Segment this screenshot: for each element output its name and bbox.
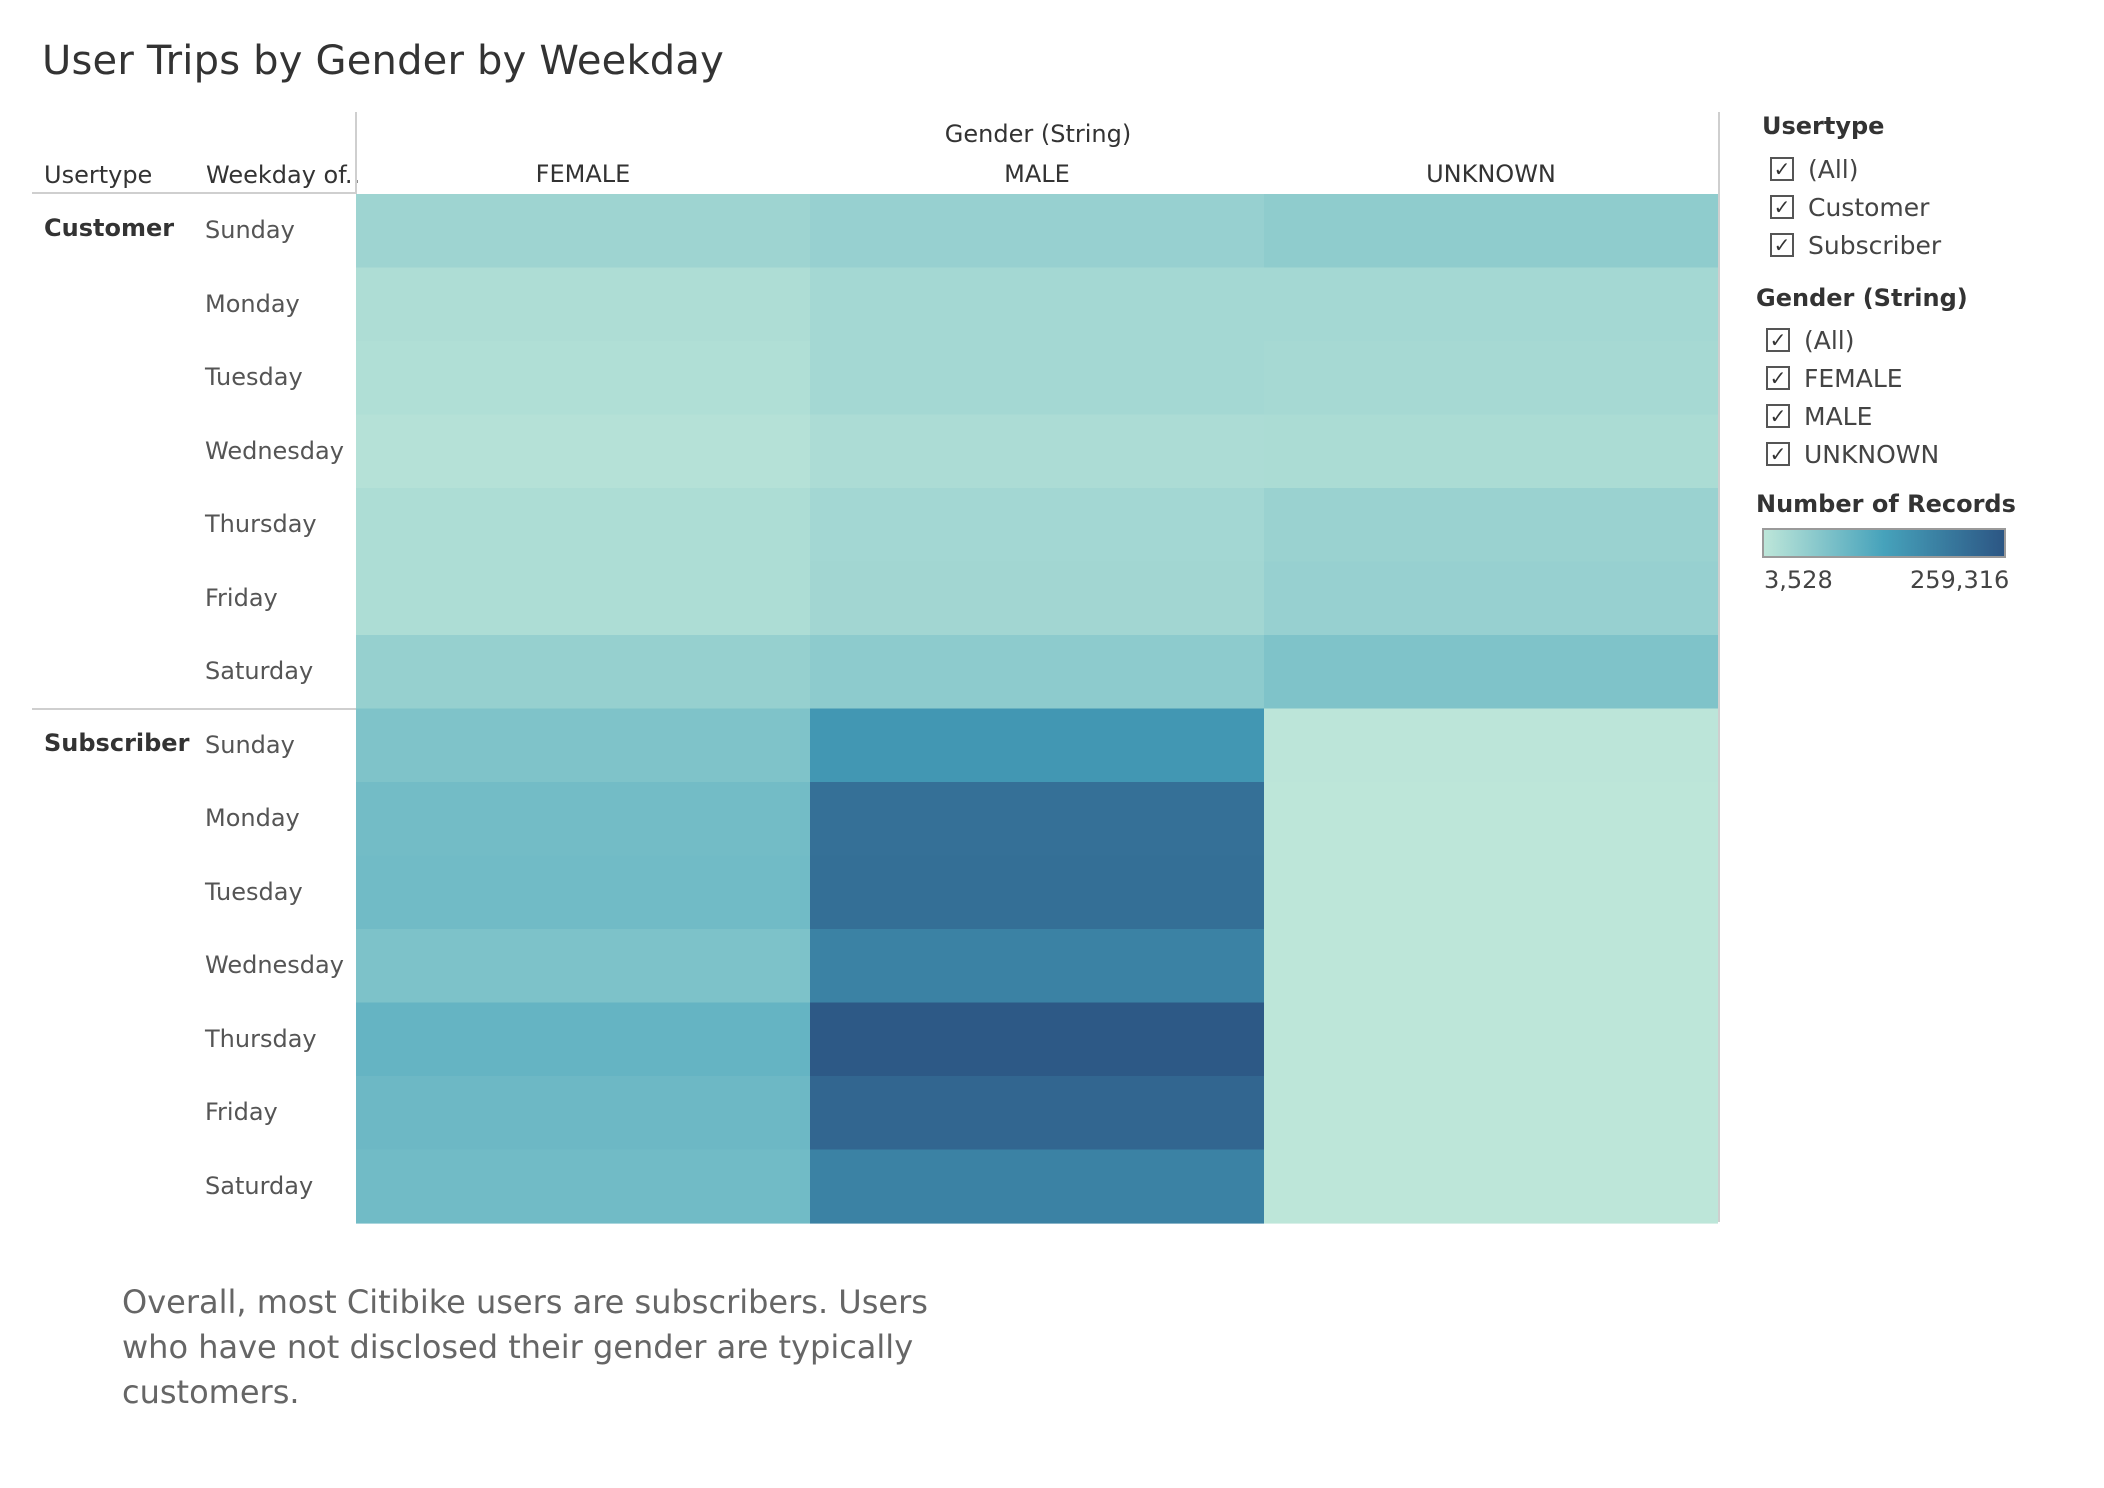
column-label-unknown: UNKNOWN — [1426, 160, 1556, 188]
gender-filter-item[interactable]: ✓ UNKNOWN — [1766, 438, 1939, 470]
right-divider-vertical — [1718, 112, 1720, 1222]
row-label-customer-wednesday: Wednesday — [205, 436, 344, 465]
gender-filter-title: Gender (String) — [1756, 284, 1968, 312]
color-legend-title: Number of Records — [1756, 490, 2016, 518]
usertype-filter-item[interactable]: ✓ (All) — [1770, 153, 1859, 185]
gender-header: Gender (String) — [944, 120, 1132, 148]
heat-cell-subscriber-thursday-male — [810, 1002, 1264, 1077]
heat-cell-customer-saturday-female — [356, 635, 810, 710]
gender-filter-label: (All) — [1804, 325, 1855, 355]
heat-cell-customer-tuesday-unknown — [1264, 341, 1718, 416]
heat-cell-subscriber-wednesday-female — [356, 929, 810, 1004]
usertype-header: Usertype — [44, 161, 153, 189]
heat-cell-customer-monday-male — [810, 267, 1264, 342]
checkbox-icon[interactable]: ✓ — [1770, 233, 1794, 257]
heat-cell-subscriber-friday-unknown — [1264, 1076, 1718, 1151]
row-label-customer-friday: Friday — [205, 583, 278, 612]
heat-cell-customer-friday-female — [356, 561, 810, 636]
row-label-subscriber-tuesday: Tuesday — [205, 877, 303, 906]
heat-cell-subscriber-monday-female — [356, 782, 810, 857]
gender-filter-label: MALE — [1804, 401, 1873, 431]
checkbox-icon[interactable]: ✓ — [1766, 328, 1790, 352]
heat-cell-customer-monday-unknown — [1264, 267, 1718, 342]
heat-cell-customer-wednesday-unknown — [1264, 414, 1718, 489]
heat-cell-subscriber-wednesday-male — [810, 929, 1264, 1004]
usertype-filter-item[interactable]: ✓ Subscriber — [1770, 229, 1941, 261]
heat-cell-customer-saturday-male — [810, 635, 1264, 710]
row-label-subscriber-friday: Friday — [205, 1098, 278, 1126]
heat-cell-customer-sunday-male — [810, 194, 1264, 269]
heat-cell-subscriber-tuesday-unknown — [1264, 855, 1718, 930]
gender-filter-item[interactable]: ✓ MALE — [1766, 400, 1872, 432]
group-divider — [32, 708, 356, 710]
heat-cell-subscriber-saturday-unknown — [1264, 1149, 1718, 1224]
color-ramp — [1762, 528, 2006, 558]
heat-cell-customer-monday-female — [356, 267, 810, 342]
heat-cell-subscriber-monday-unknown — [1264, 782, 1718, 857]
row-label-customer-saturday: Saturday — [205, 657, 314, 685]
row-label-subscriber-monday: Monday — [205, 804, 300, 832]
weekday-header: Weekday of.. — [206, 161, 361, 189]
chart-title: User Trips by Gender by Weekday — [42, 38, 724, 84]
annotation-note: Overall, most Citibike users are subscri… — [122, 1283, 928, 1411]
usertype-filter-label: Customer — [1808, 192, 1930, 222]
checkbox-icon[interactable]: ✓ — [1770, 195, 1794, 219]
header-divider-vertical — [355, 112, 357, 194]
row-label-subscriber-saturday: Saturday — [205, 1171, 314, 1200]
heat-cell-subscriber-thursday-unknown — [1264, 1002, 1718, 1077]
usertype-filter-title: Usertype — [1762, 112, 1885, 140]
checkbox-icon[interactable]: ✓ — [1766, 442, 1790, 466]
column-label-male: MALE — [1004, 160, 1070, 188]
color-min-label: 3,528 — [1764, 566, 1833, 594]
gender-filter-item[interactable]: ✓ FEMALE — [1766, 362, 1903, 394]
gender-filter-label: FEMALE — [1804, 363, 1903, 393]
heat-cell-subscriber-saturday-male — [810, 1149, 1264, 1224]
row-group-label-customer: Customer — [44, 214, 175, 242]
usertype-filter-label: (All) — [1808, 154, 1859, 184]
heat-cell-subscriber-monday-male — [810, 782, 1264, 857]
heat-cell-subscriber-friday-female — [356, 1076, 810, 1151]
row-label-subscriber-thursday: Thursday — [205, 1024, 317, 1053]
column-label-female: FEMALE — [535, 160, 631, 188]
usertype-filter-label: Subscriber — [1808, 230, 1942, 260]
color-max-label: 259,316 — [1910, 566, 2010, 594]
heat-cell-customer-friday-unknown — [1264, 561, 1718, 636]
checkbox-icon[interactable]: ✓ — [1766, 404, 1790, 428]
heat-cell-subscriber-wednesday-unknown — [1264, 929, 1718, 1004]
heat-cell-subscriber-sunday-male — [810, 708, 1264, 783]
row-label-customer-sunday: Sunday — [205, 216, 295, 244]
gender-filter-item[interactable]: ✓ (All) — [1766, 324, 1855, 356]
heat-cell-customer-saturday-unknown — [1264, 635, 1718, 710]
row-label-customer-thursday: Thursday — [205, 510, 317, 538]
header-bottom-line — [32, 192, 356, 194]
gender-filter-label: UNKNOWN — [1804, 439, 1940, 469]
heat-cell-customer-tuesday-female — [356, 341, 810, 416]
heat-cell-subscriber-sunday-female — [356, 708, 810, 783]
checkbox-icon[interactable]: ✓ — [1766, 366, 1790, 390]
heat-cell-customer-friday-male — [810, 561, 1264, 636]
heat-cell-customer-sunday-female — [356, 194, 810, 269]
row-label-subscriber-wednesday: Wednesday — [205, 951, 344, 979]
heat-cell-customer-thursday-female — [356, 488, 810, 563]
heat-cell-subscriber-tuesday-female — [356, 855, 810, 930]
heat-cell-customer-thursday-male — [810, 488, 1264, 563]
heat-cell-customer-wednesday-male — [810, 414, 1264, 489]
row-label-customer-monday: Monday — [205, 289, 300, 318]
usertype-filter-item[interactable]: ✓ Customer — [1770, 191, 1929, 223]
heat-cell-subscriber-sunday-unknown — [1264, 708, 1718, 783]
checkbox-icon[interactable]: ✓ — [1770, 157, 1794, 181]
heat-cell-subscriber-saturday-female — [356, 1149, 810, 1224]
heat-cell-customer-tuesday-male — [810, 341, 1264, 416]
heat-cell-subscriber-tuesday-male — [810, 855, 1264, 930]
heat-cell-customer-thursday-unknown — [1264, 488, 1718, 563]
heat-cell-customer-sunday-unknown — [1264, 194, 1718, 269]
row-label-customer-tuesday: Tuesday — [205, 363, 303, 391]
row-group-label-subscriber: Subscriber — [44, 728, 190, 757]
heat-cell-subscriber-thursday-female — [356, 1002, 810, 1077]
heat-cell-subscriber-friday-male — [810, 1076, 1264, 1151]
row-label-subscriber-sunday: Sunday — [205, 730, 295, 759]
heat-cell-customer-wednesday-female — [356, 414, 810, 489]
